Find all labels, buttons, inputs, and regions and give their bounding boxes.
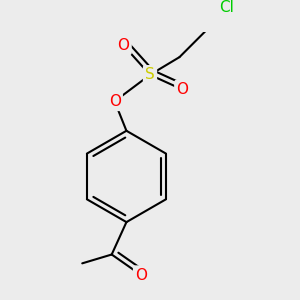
Text: O: O (109, 94, 121, 109)
Text: Cl: Cl (219, 0, 234, 15)
Text: O: O (176, 82, 188, 97)
Text: O: O (135, 268, 147, 283)
Text: O: O (118, 38, 130, 53)
Text: S: S (145, 67, 155, 82)
